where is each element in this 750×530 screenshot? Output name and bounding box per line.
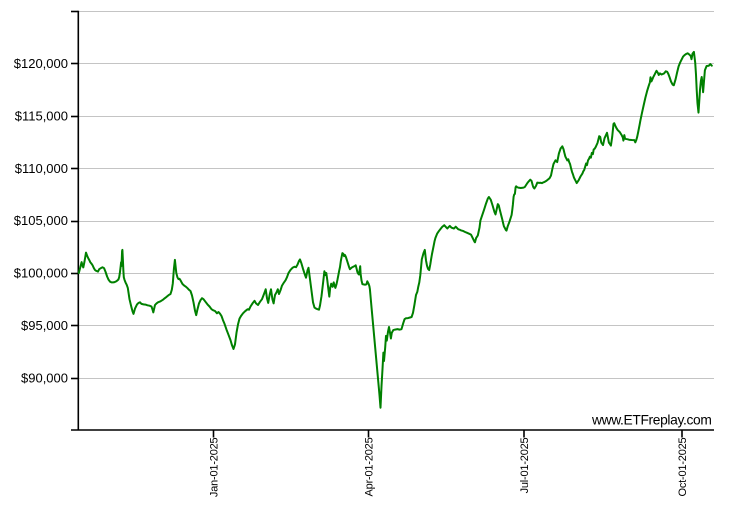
- svg-text:Jul-01-2025: Jul-01-2025: [519, 437, 531, 493]
- svg-text:Oct-01-2025: Oct-01-2025: [677, 437, 689, 496]
- svg-text:$90,000: $90,000: [21, 370, 68, 385]
- svg-text:Jan-01-2025: Jan-01-2025: [209, 437, 221, 497]
- svg-text:www.ETFreplay.com: www.ETFreplay.com: [591, 413, 712, 428]
- svg-text:Apr-01-2025: Apr-01-2025: [364, 437, 376, 496]
- svg-text:$95,000: $95,000: [21, 318, 68, 333]
- svg-text:$100,000: $100,000: [14, 266, 68, 281]
- svg-text:$105,000: $105,000: [14, 213, 68, 228]
- svg-text:$120,000: $120,000: [14, 56, 68, 71]
- svg-text:$110,000: $110,000: [15, 161, 68, 176]
- svg-text:$115,000: $115,000: [15, 108, 68, 123]
